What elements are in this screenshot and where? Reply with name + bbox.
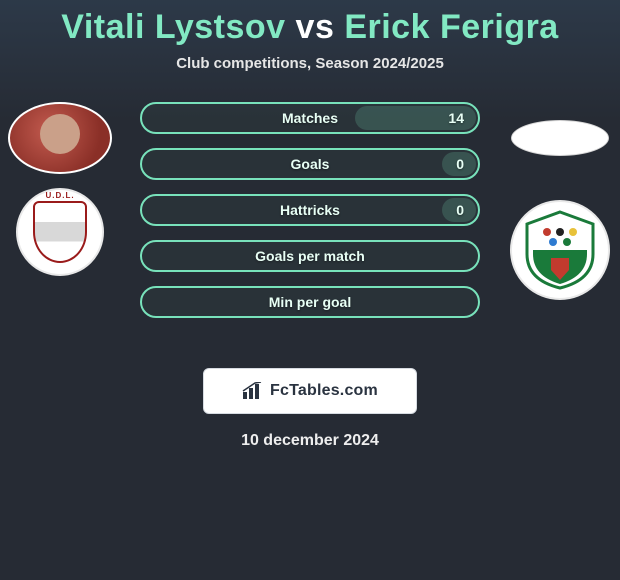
comparison-title: Vitali Lystsov vs Erick Ferigra <box>0 8 620 47</box>
player2-name: Erick Ferigra <box>344 8 558 46</box>
stat-bars: Matches 14 Goals 0 Hattricks 0 Goals per… <box>140 102 480 318</box>
vs-text: vs <box>296 8 335 46</box>
stat-bar-gpm: Goals per match <box>140 240 480 272</box>
stat-bar-hattricks: Hattricks 0 <box>140 194 480 226</box>
shield-icon <box>523 210 597 290</box>
brand-text: FcTables.com <box>270 382 378 400</box>
left-column <box>0 102 120 362</box>
stat-label: Min per goal <box>269 294 351 310</box>
brand-card: FcTables.com <box>203 368 417 414</box>
player1-name: Vitali Lystsov <box>61 8 285 46</box>
subtitle: Club competitions, Season 2024/2025 <box>0 55 620 72</box>
stat-label: Goals <box>291 156 330 172</box>
stat-value-right: 0 <box>456 202 464 218</box>
right-column <box>500 102 620 362</box>
stat-value-right: 14 <box>448 110 464 126</box>
player2-photo <box>511 120 609 156</box>
player2-club-logo <box>510 200 610 300</box>
shield-icon <box>33 201 87 263</box>
stat-label: Hattricks <box>280 202 340 218</box>
date-text: 10 december 2024 <box>0 432 620 450</box>
stat-bar-mpg: Min per goal <box>140 286 480 318</box>
comparison-stage: Matches 14 Goals 0 Hattricks 0 Goals per… <box>0 102 620 362</box>
stat-value-right: 0 <box>456 156 464 172</box>
player1-photo <box>8 102 112 174</box>
stat-bar-matches: Matches 14 <box>140 102 480 134</box>
bars-icon <box>242 382 264 400</box>
stat-label: Goals per match <box>255 248 365 264</box>
player1-club-logo <box>16 188 104 276</box>
stat-bar-goals: Goals 0 <box>140 148 480 180</box>
stat-label: Matches <box>282 110 338 126</box>
